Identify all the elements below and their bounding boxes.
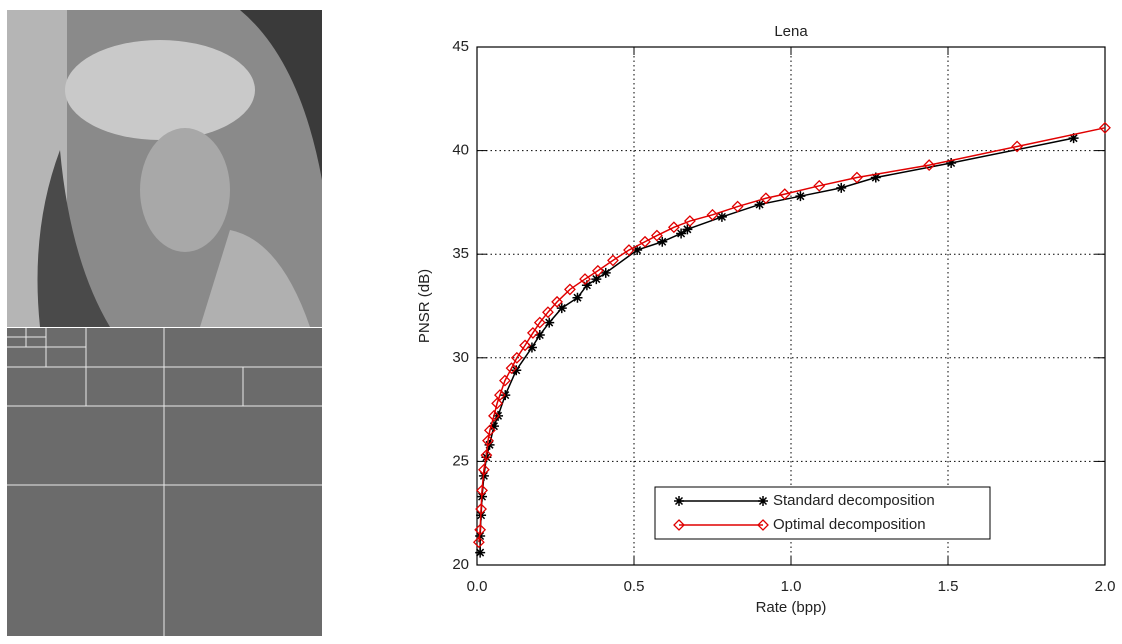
subband-grid (7, 328, 322, 636)
data-point (946, 158, 957, 169)
data-point (778, 188, 791, 201)
data-point (591, 274, 602, 285)
data-point (676, 228, 687, 239)
data-point (1011, 140, 1023, 153)
data-point (731, 200, 744, 213)
data-point (581, 280, 592, 291)
legend: Standard decomposition Optimal decomposit… (654, 486, 991, 540)
legend-marker (674, 496, 684, 506)
plot-frame (476, 46, 1106, 566)
data-point (542, 306, 554, 319)
data-point (511, 365, 522, 376)
photo-hair (37, 150, 110, 327)
x-axis-label: Rate (bpp) (756, 599, 827, 616)
photo-shoulder (200, 230, 310, 327)
y-axis-label: PNSR (dB) (416, 269, 433, 343)
legend-label: Standard decomposition (773, 492, 935, 509)
data-point (657, 236, 668, 247)
data-point (494, 389, 506, 402)
photo-face (140, 128, 230, 252)
x-tick-label: 1.0 (781, 578, 802, 595)
data-point (483, 424, 496, 437)
data-point (475, 547, 486, 558)
y-tick-label: 45 (452, 38, 469, 55)
wavelet-decomposition (7, 328, 322, 636)
series-line (478, 127, 1106, 543)
data-point (795, 191, 806, 202)
x-tick-label: 2.0 (1095, 578, 1116, 595)
legend-marker (757, 519, 769, 531)
data-point (551, 295, 563, 308)
data-point (475, 503, 488, 515)
data-point (556, 303, 567, 314)
data-point (505, 362, 518, 375)
data-point (526, 327, 539, 339)
y-tick-label: 20 (452, 556, 469, 573)
photo-hat (65, 40, 255, 140)
data-point (564, 283, 576, 296)
data-point (683, 215, 696, 227)
data-point (572, 292, 583, 303)
x-tick-label: 1.5 (938, 578, 959, 595)
legend-label: Optimal decomposition (773, 516, 926, 533)
data-point (682, 224, 693, 235)
legend-marker (673, 519, 685, 531)
legend-marker (758, 496, 768, 506)
data-point (706, 208, 719, 221)
x-tick-label: 0.0 (467, 578, 488, 595)
data-point (533, 316, 546, 329)
chart-title: Lena (774, 23, 808, 40)
data-point (526, 342, 537, 353)
data-point (477, 463, 490, 476)
data-point (600, 267, 611, 278)
y-tick-label: 25 (452, 452, 469, 469)
data-point (923, 159, 936, 172)
data-point (813, 179, 826, 192)
data-point (1068, 133, 1079, 144)
data-point (544, 317, 555, 328)
data-point (632, 245, 643, 256)
data-point (488, 421, 499, 432)
data-point (472, 536, 485, 549)
legend-box (654, 486, 991, 540)
data-point (510, 351, 523, 364)
data-point (651, 229, 663, 242)
data-point (607, 254, 619, 267)
data-point (639, 235, 651, 248)
y-tick-label: 30 (452, 349, 469, 366)
data-point (476, 484, 488, 497)
data-point (482, 434, 494, 447)
y-tick-label: 35 (452, 245, 469, 262)
data-point (870, 172, 881, 183)
data-point (754, 199, 765, 210)
data-point (491, 397, 504, 410)
data-point (534, 330, 545, 341)
data-point (623, 244, 635, 256)
data-point (759, 192, 772, 205)
data-point (591, 264, 604, 277)
data-point (667, 221, 680, 234)
lena-photo (7, 10, 322, 327)
data-point (579, 273, 591, 285)
data-point (1099, 121, 1111, 134)
data-point (499, 374, 511, 387)
data-point (488, 409, 500, 422)
data-point (851, 171, 863, 184)
data-point (716, 211, 727, 222)
x-tick-label: 0.5 (624, 578, 645, 595)
y-tick-label: 40 (452, 142, 469, 159)
photo-mirror (240, 10, 322, 180)
data-point (519, 339, 531, 352)
data-point (836, 182, 847, 193)
data-point (480, 449, 493, 462)
data-point (474, 523, 487, 536)
